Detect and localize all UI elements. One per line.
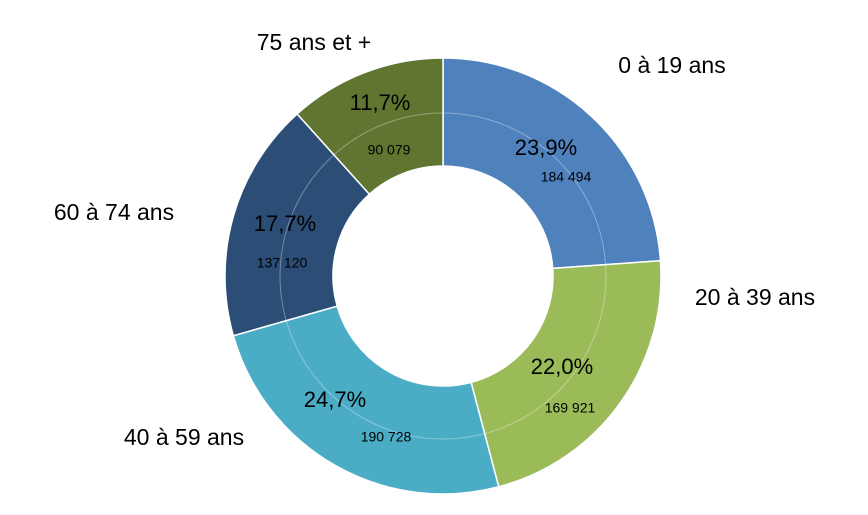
slice-4 bbox=[224, 112, 371, 337]
value-label-3: 190 728 bbox=[361, 429, 412, 445]
slice-5 bbox=[296, 57, 444, 196]
slices bbox=[224, 57, 662, 495]
value-label-1: 184 494 bbox=[541, 169, 592, 185]
percent-label-4: 17,7% bbox=[254, 211, 316, 236]
slice-3 bbox=[232, 305, 500, 495]
percent-label-2: 22,0% bbox=[531, 354, 593, 379]
percent-label-1: 23,9% bbox=[515, 135, 577, 160]
slice-1 bbox=[442, 57, 662, 270]
category-label-2: 20 à 39 ans bbox=[695, 284, 815, 310]
category-label-5: 75 ans et + bbox=[257, 29, 371, 55]
value-label-2: 169 921 bbox=[545, 400, 596, 416]
category-label-1: 0 à 19 ans bbox=[618, 52, 725, 78]
percent-label-3: 24,7% bbox=[304, 387, 366, 412]
value-label-4: 137 120 bbox=[257, 255, 308, 271]
category-label-4: 60 à 74 ans bbox=[54, 199, 174, 225]
slice-2 bbox=[470, 259, 662, 488]
category-label-3: 40 à 59 ans bbox=[124, 424, 244, 450]
value-label-5: 90 079 bbox=[368, 142, 411, 158]
percent-label-5: 11,7% bbox=[350, 90, 411, 115]
inner-guide-ring bbox=[279, 112, 607, 440]
